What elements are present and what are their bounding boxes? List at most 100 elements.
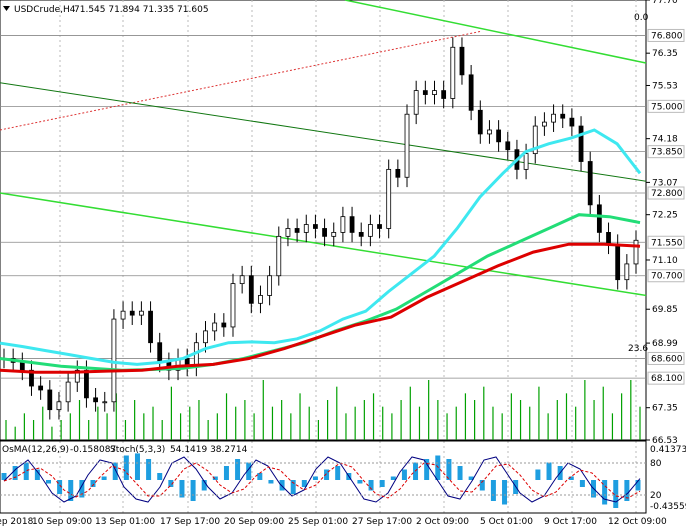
candle-body bbox=[148, 310, 153, 344]
candle-body bbox=[322, 228, 327, 237]
candle-body bbox=[532, 125, 538, 155]
candle-body bbox=[432, 90, 437, 95]
main-window-frame bbox=[0, 0, 647, 441]
osma-bar bbox=[68, 480, 74, 501]
candle-body bbox=[47, 389, 53, 411]
candle-body bbox=[367, 224, 373, 237]
candle-body bbox=[248, 275, 254, 304]
osma-bar bbox=[179, 480, 185, 498]
price-label-box-1 bbox=[647, 99, 685, 113]
sub-scale-top: 0.41373 bbox=[650, 445, 686, 455]
y-tick-label-5: 72.25 bbox=[652, 211, 678, 221]
candle-body bbox=[294, 228, 300, 233]
ma-line-cyan bbox=[0, 128, 642, 366]
osma-bar bbox=[312, 476, 318, 480]
y-tick-label-3: 74.18 bbox=[652, 135, 678, 145]
candle-body bbox=[624, 263, 630, 281]
osma-bar bbox=[112, 462, 118, 480]
osma-bar bbox=[90, 480, 96, 487]
price-label-box-4 bbox=[647, 235, 685, 249]
x-label-6: 27 Sep 17:00 bbox=[352, 517, 412, 527]
candle-body bbox=[468, 74, 474, 111]
price-label-5: 70.700 bbox=[651, 272, 683, 282]
trend-channels bbox=[0, 0, 647, 297]
candle-body bbox=[56, 401, 62, 411]
candle-body bbox=[358, 232, 364, 237]
sub-scale-20: 20 bbox=[650, 491, 662, 501]
price-label-box-0 bbox=[647, 28, 685, 42]
candle-body bbox=[285, 228, 291, 237]
chart-ohlc: 71.545 71.894 71.335 71.605 bbox=[74, 5, 209, 15]
osma-bar bbox=[1, 473, 7, 480]
price-label-2: 73.850 bbox=[651, 148, 683, 158]
sub-scale-bottom: -0.43559 bbox=[650, 502, 686, 512]
candle-body bbox=[230, 283, 236, 328]
osma-bar bbox=[457, 466, 463, 480]
osma-bar bbox=[424, 459, 430, 480]
price-level-labels: 76.800 75.000 73.850 72.800 71.550 70.700 68.6… bbox=[647, 28, 685, 385]
candle-body bbox=[459, 46, 465, 76]
osma-bar bbox=[279, 480, 285, 491]
osma-bar bbox=[468, 476, 474, 480]
candle-body bbox=[596, 204, 602, 233]
osma-bar bbox=[624, 480, 630, 501]
osma-label: OsMA(12,26,9) bbox=[2, 445, 69, 455]
candle-body bbox=[606, 232, 611, 245]
candle-body bbox=[138, 310, 144, 316]
price-axis: 77.70 76.35 75.53 74.18 73.07 72.25 71.10 69.85… bbox=[646, 0, 678, 446]
osma-bar bbox=[134, 453, 140, 480]
osma-bar bbox=[502, 480, 508, 505]
y-tick-label-0: 77.70 bbox=[652, 0, 678, 6]
fib-dotted-line bbox=[0, 31, 481, 131]
volume-bars bbox=[5, 380, 641, 440]
candle-body bbox=[129, 310, 135, 316]
x-label-5: 25 Sep 01:00 bbox=[288, 517, 348, 527]
price-label-6: 68.600 bbox=[651, 354, 683, 364]
osma-bar bbox=[57, 480, 63, 494]
osma-bar bbox=[301, 480, 307, 487]
osma-bar bbox=[190, 480, 196, 501]
price-label-4: 71.550 bbox=[651, 238, 683, 248]
osma-bar bbox=[335, 466, 341, 480]
indicator-window-frame bbox=[0, 440, 647, 514]
osma-bar bbox=[12, 466, 18, 480]
x-label-4: 20 Sep 09:00 bbox=[224, 517, 284, 527]
candle-body bbox=[413, 90, 419, 115]
candle-body bbox=[496, 129, 502, 143]
price-label-box-2 bbox=[647, 145, 685, 159]
osma-bar bbox=[290, 480, 296, 494]
osma-bar bbox=[579, 480, 585, 487]
candle-body bbox=[377, 224, 382, 229]
candle-body bbox=[313, 224, 318, 229]
candle-body bbox=[615, 243, 621, 281]
x-label-3: 17 Sep 17:00 bbox=[160, 517, 220, 527]
candle-body bbox=[422, 90, 428, 95]
osma-bar bbox=[379, 480, 385, 487]
candle-body bbox=[569, 117, 575, 127]
fibonacci-line bbox=[0, 31, 481, 131]
candle-body bbox=[111, 318, 117, 403]
osma-value: -0.158087 bbox=[70, 445, 116, 455]
collapse-triangle-icon[interactable] bbox=[3, 6, 10, 11]
candlesticks bbox=[1, 37, 639, 420]
osma-bar bbox=[368, 480, 374, 491]
channel-lower-line bbox=[0, 192, 647, 297]
osma-bar bbox=[479, 480, 485, 491]
osma-bar bbox=[201, 480, 207, 491]
candle-body bbox=[38, 385, 44, 391]
candle-body bbox=[551, 113, 556, 123]
candle-body bbox=[102, 401, 108, 404]
candle-body bbox=[157, 342, 163, 363]
osma-bar bbox=[390, 476, 396, 480]
osma-bar bbox=[146, 459, 152, 480]
osma-bar bbox=[357, 480, 363, 484]
candle-body bbox=[120, 310, 126, 320]
price-label-1: 75.000 bbox=[651, 102, 683, 112]
osma-bar bbox=[45, 480, 51, 484]
y-tick-label-8: 68.99 bbox=[652, 339, 678, 349]
price-label-box-6 bbox=[647, 351, 685, 365]
osma-bar bbox=[268, 480, 274, 484]
price-label-box-3 bbox=[647, 186, 685, 200]
